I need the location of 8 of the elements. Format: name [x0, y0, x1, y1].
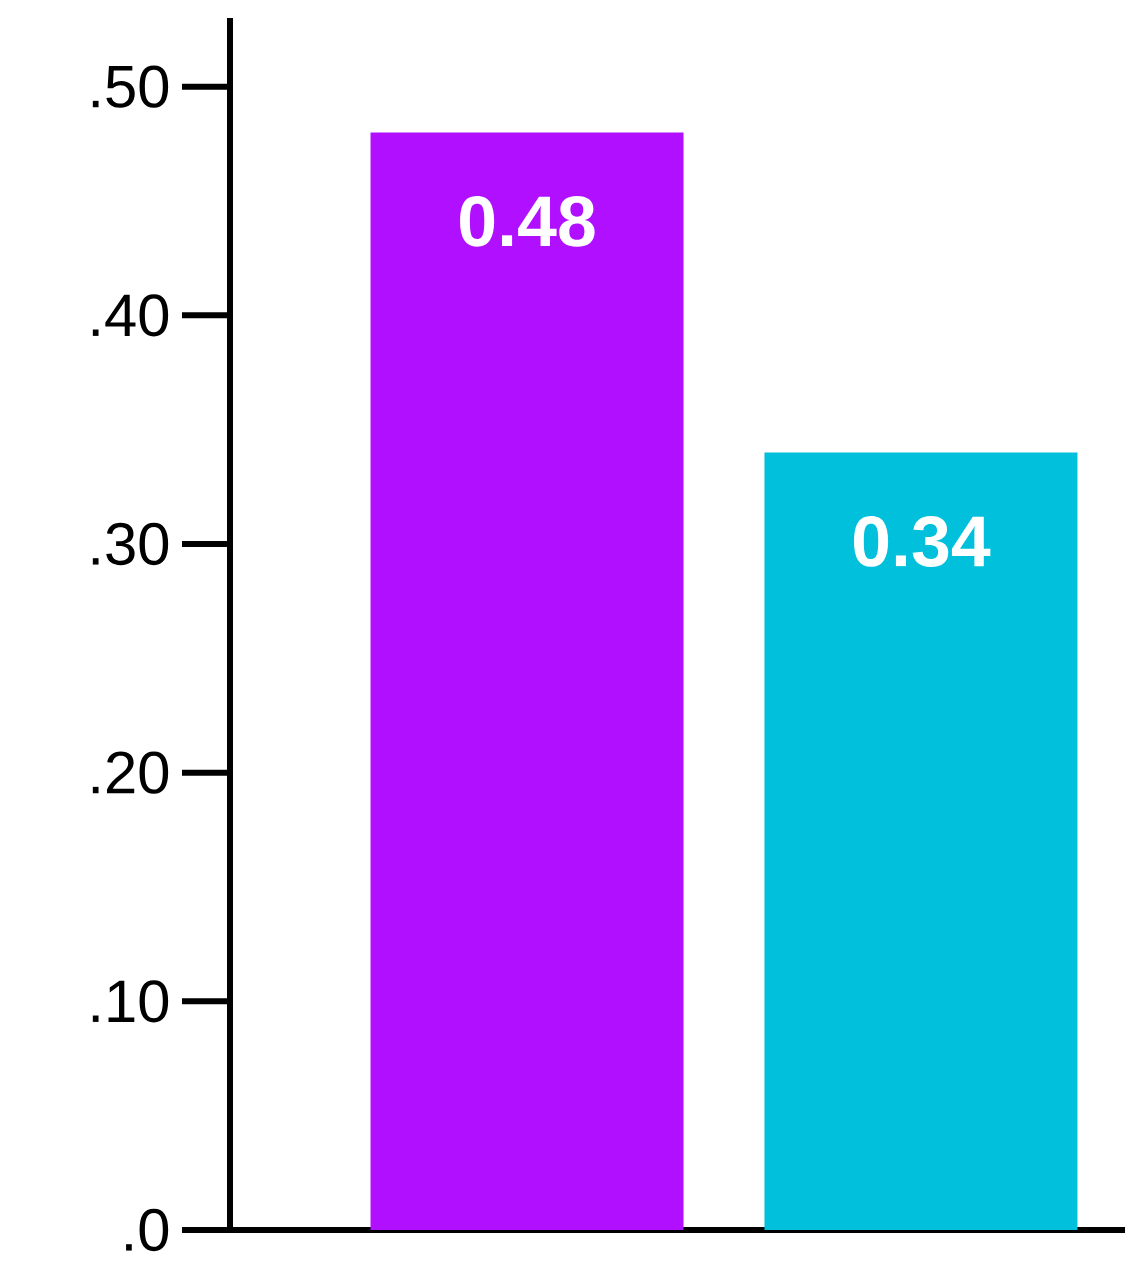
y-tick-label: .10: [92, 980, 169, 1023]
y-tick-label: .40: [92, 294, 169, 337]
y-tick-label: .30: [92, 522, 169, 566]
y-tick-label: .50: [92, 65, 169, 108]
y-tick-label: .20: [92, 751, 169, 794]
data-label: 0.48: [460, 195, 595, 247]
data-label: 0.34: [853, 516, 991, 567]
y-tick-label: .0: [126, 1208, 169, 1252]
